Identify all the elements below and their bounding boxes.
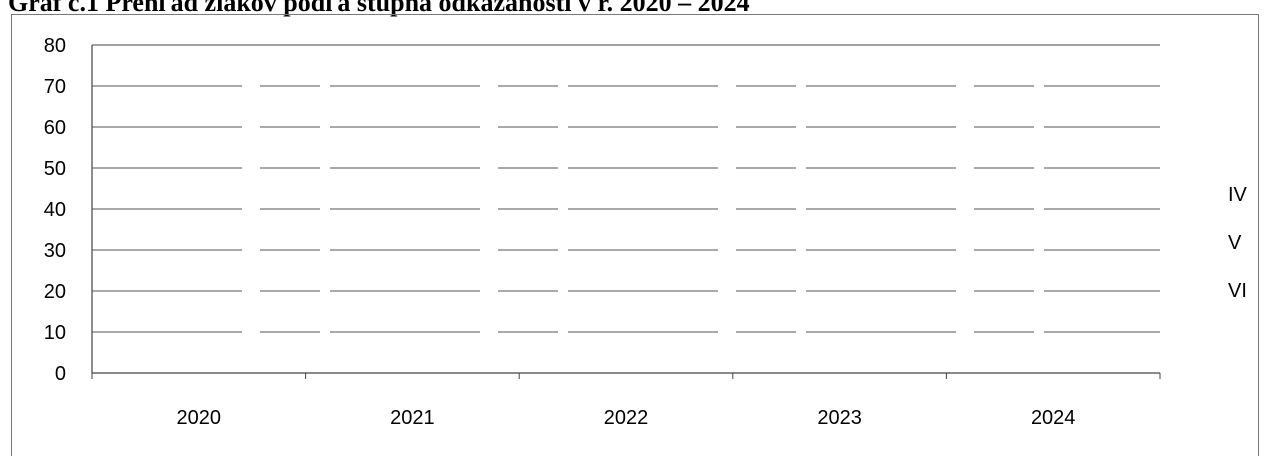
- y-tick-label-3: 30: [44, 240, 66, 262]
- y-tick-label-2: 20: [44, 281, 66, 303]
- x-tick-label-1: 2021: [390, 407, 435, 429]
- x-tick-label-2: 2022: [604, 407, 649, 429]
- x-tick-label-3: 2023: [817, 407, 862, 429]
- y-tick-label-0: 0: [55, 363, 66, 385]
- y-tick-label-5: 50: [44, 158, 66, 180]
- y-tick-label-4: 40: [44, 199, 66, 221]
- y-tick-label-7: 70: [44, 76, 66, 98]
- y-tick-label-1: 10: [44, 322, 66, 344]
- legend-entry-iv: IV: [1228, 184, 1248, 206]
- y-tick-label-6: 60: [44, 117, 66, 139]
- y-tick-label-8: 80: [44, 35, 66, 57]
- chart-caption: Graf č.1 Prehľad žiakov podľa stupňa odk…: [8, 0, 750, 17]
- legend-entry-v: V: [1228, 232, 1242, 254]
- x-tick-label-0: 2020: [177, 407, 222, 429]
- x-tick-label-4: 2024: [1031, 407, 1076, 429]
- legend-entry-vi: VI: [1228, 280, 1247, 302]
- chart-frame: [11, 14, 1259, 456]
